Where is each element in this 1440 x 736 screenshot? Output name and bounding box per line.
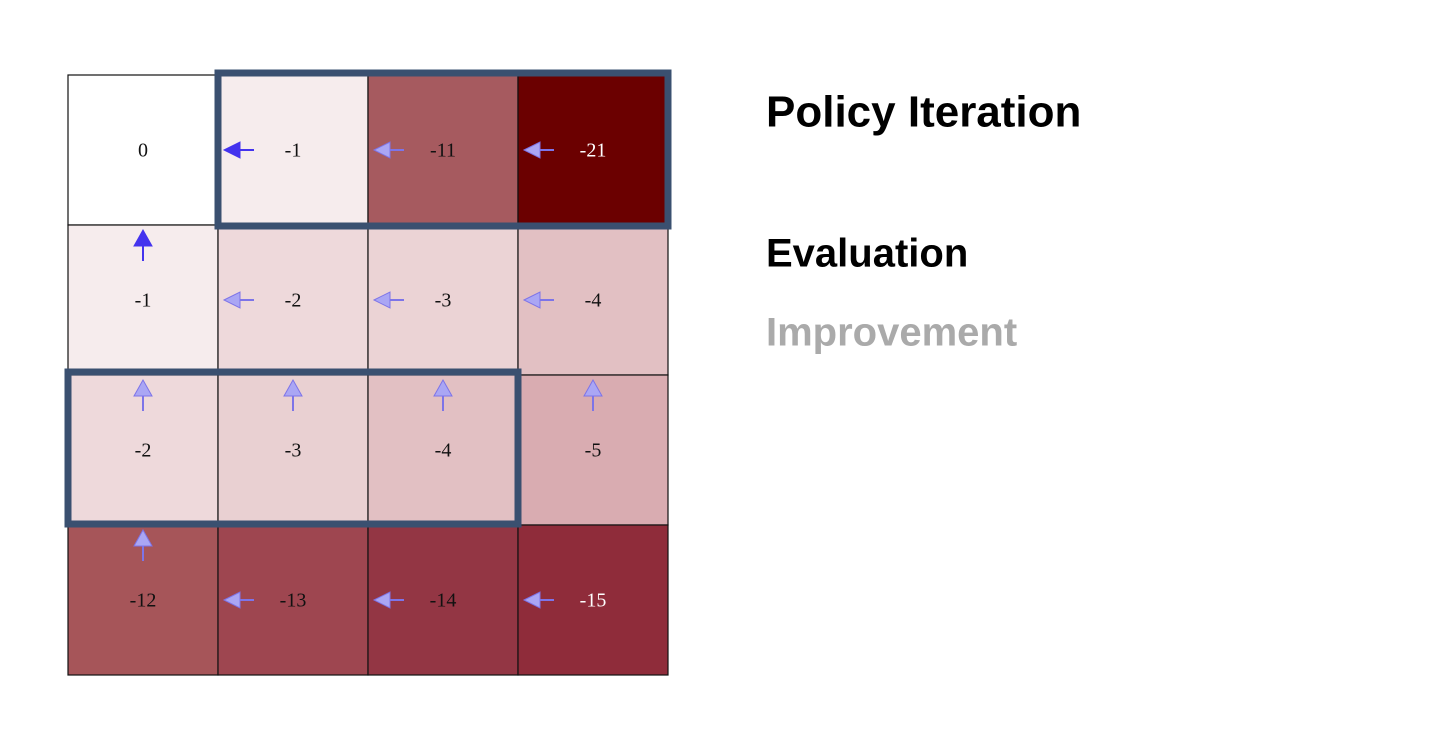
- cell-value: -2: [135, 440, 152, 462]
- step-inactive: Improvement: [766, 311, 1017, 355]
- cell-value: 0: [138, 140, 148, 162]
- arrow-head: [522, 291, 541, 309]
- cell-value: -3: [285, 440, 302, 462]
- arrow-head: [222, 141, 241, 159]
- title: Policy Iteration: [766, 88, 1081, 137]
- arrow-head: [222, 291, 241, 309]
- highlight-row: [214, 69, 672, 230]
- arrow-head: [222, 591, 241, 609]
- step-active: Evaluation: [766, 232, 968, 276]
- arrow-head: [372, 291, 391, 309]
- cell-value: -12: [130, 590, 157, 612]
- arrow-head: [133, 528, 153, 547]
- cell-value: -1: [285, 140, 302, 162]
- cell-value: -15: [580, 590, 607, 612]
- cell-value: -1: [135, 290, 152, 312]
- arrow-head: [583, 378, 603, 397]
- highlight-row: [64, 368, 522, 528]
- cell-value: -21: [580, 140, 607, 162]
- arrow-head: [522, 591, 541, 609]
- arrow-head: [283, 378, 303, 397]
- cell-value: -2: [285, 290, 302, 312]
- cell-value: -14: [430, 590, 457, 612]
- cell-value: -4: [435, 440, 452, 462]
- arrow-head: [133, 228, 153, 247]
- cell: [67, 74, 219, 226]
- grid: 0 -1 -11 -21 -1 -2 -3 -4 -2 -3 -4 -5 -12 -13 -14 -15: [67, 74, 669, 676]
- arrow-head: [522, 141, 541, 159]
- cell-value: -5: [585, 440, 602, 462]
- cell-value: -3: [435, 290, 452, 312]
- arrow-head: [133, 378, 153, 397]
- arrow-head: [433, 378, 453, 397]
- arrow-head: [372, 591, 391, 609]
- arrow-head: [372, 141, 391, 159]
- cell-value: -11: [430, 140, 456, 162]
- cell-value: -4: [585, 290, 602, 312]
- cell-value: -13: [280, 590, 307, 612]
